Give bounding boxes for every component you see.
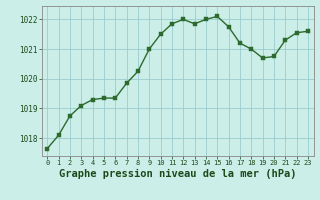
X-axis label: Graphe pression niveau de la mer (hPa): Graphe pression niveau de la mer (hPa) [59,169,296,179]
